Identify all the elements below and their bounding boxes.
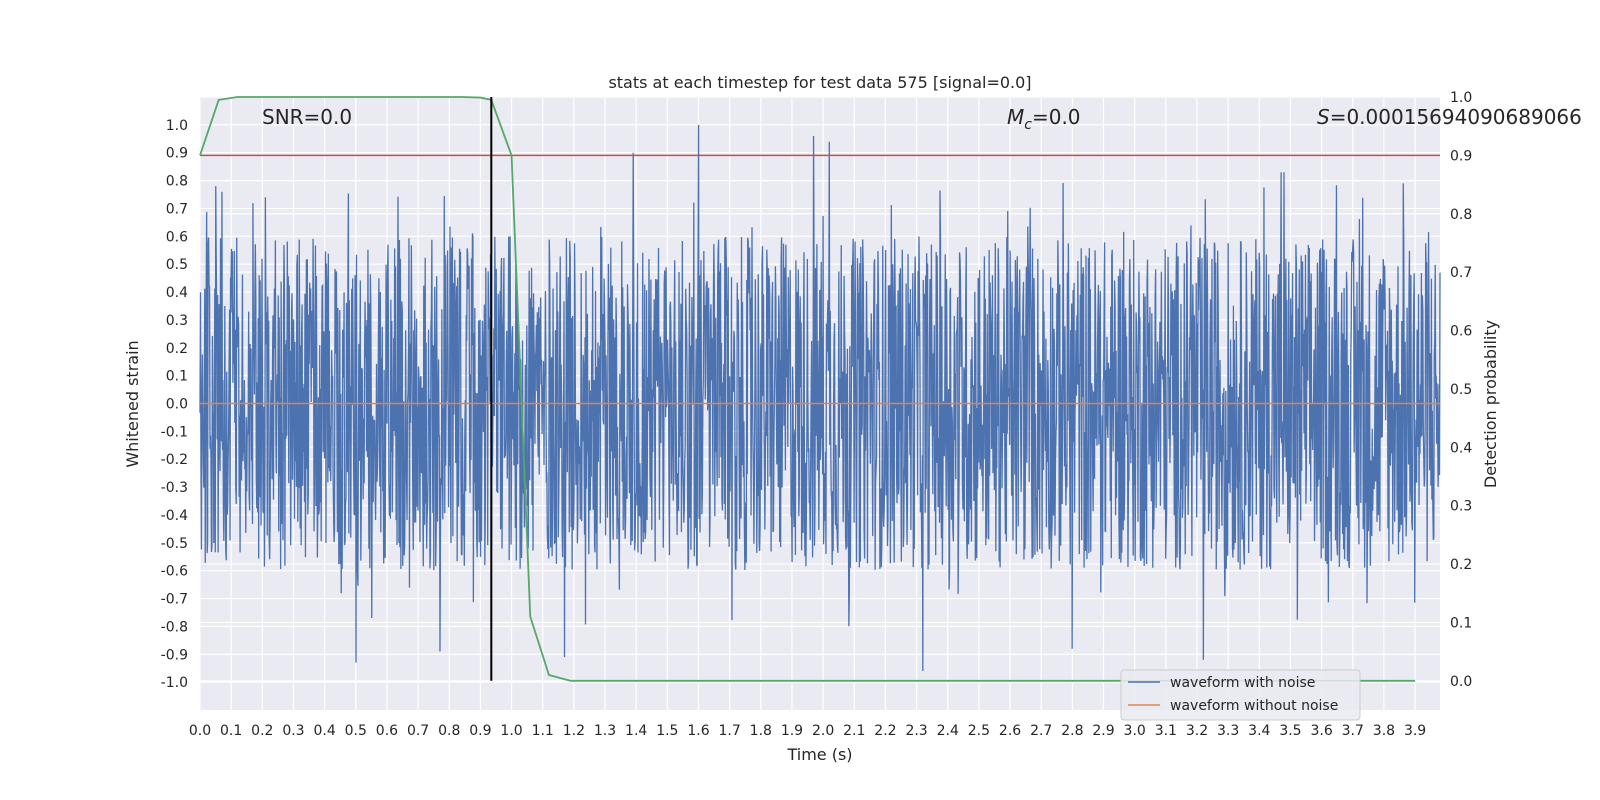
y-tick-label: -0.3	[161, 480, 188, 496]
y-tick-label: 1.0	[166, 118, 188, 134]
x-tick-label: 2.0	[812, 723, 834, 739]
y-axis-label: Whitened strain	[123, 340, 142, 467]
mc-symbol: M	[1007, 105, 1024, 129]
y-tick-label: 0.7	[166, 201, 188, 217]
x-tick-label: 2.3	[905, 723, 927, 739]
x-tick-label: 3.8	[1373, 723, 1395, 739]
y-right-tick-labels: 0.0 0.1 0.2 0.3 0.4 0.5 0.6 0.7 0.8 0.9 1.0	[1450, 90, 1472, 690]
x-tick-label: 2.5	[968, 723, 990, 739]
x-tick-label: 2.7	[1030, 723, 1052, 739]
x-tick-label: 2.1	[843, 723, 865, 739]
x-axis-label: Time (s)	[786, 745, 852, 764]
y-right-tick-label: 0.8	[1450, 207, 1472, 223]
s-value: =0.00015694090689066	[1330, 105, 1582, 129]
chart-title: stats at each timestep for test data 575…	[608, 73, 1031, 92]
y-right-tick-label: 0.2	[1450, 557, 1472, 573]
x-tick-label: 1.9	[781, 723, 803, 739]
x-tick-label: 1.4	[625, 723, 647, 739]
x-tick-label: 1.0	[500, 723, 522, 739]
snr-annotation: SNR=0.0	[262, 105, 352, 129]
x-tick-label: 1.6	[687, 723, 709, 739]
x-tick-labels: 0.0 0.1 0.2 0.3 0.4 0.5 0.6 0.7 0.8 0.9 1.0 1.1 1.2 1…	[189, 723, 1426, 739]
x-tick-label: 3.6	[1310, 723, 1332, 739]
y-right-tick-label: 0.9	[1450, 148, 1472, 164]
legend: waveform with noise waveform without noi…	[1120, 669, 1361, 721]
y-right-tick-label: 0.3	[1450, 499, 1472, 515]
x-tick-label: 2.6	[999, 723, 1021, 739]
detection-probability-line	[199, 96, 1416, 682]
noise-waveform-line	[199, 124, 1441, 671]
x-tick-label: 3.9	[1404, 723, 1426, 739]
y-right-tick-label: 0.4	[1450, 440, 1472, 456]
x-tick-label: 0.6	[376, 723, 398, 739]
y-tick-label: 0.1	[166, 369, 188, 385]
y-tick-label: -1.0	[161, 675, 188, 691]
y-tick-label: 0.9	[166, 146, 188, 162]
x-tick-label: 3.4	[1248, 723, 1270, 739]
y-tick-label: 0.8	[166, 174, 188, 190]
y-tick-labels: -1.0 -0.9 -0.8 -0.7 -0.6 -0.5 -0.4 -0.3 -0.2 -0.1…	[161, 118, 188, 691]
y-tick-label: -0.6	[161, 564, 188, 580]
y-right-tick-label: 0.6	[1450, 324, 1472, 340]
y-tick-label: -0.9	[161, 647, 188, 663]
x-tick-label: 3.1	[1155, 723, 1177, 739]
chart-marks	[199, 96, 1440, 682]
legend-label-clean: waveform without noise	[1170, 698, 1338, 714]
x-tick-label: 1.1	[532, 723, 554, 739]
legend-label-noise: waveform with noise	[1170, 675, 1315, 691]
x-tick-label: 2.9	[1092, 723, 1114, 739]
y-tick-label: -0.7	[161, 592, 188, 608]
x-tick-label: 3.2	[1186, 723, 1208, 739]
y-tick-label: 0.2	[166, 341, 188, 357]
x-tick-label: 2.8	[1061, 723, 1083, 739]
y-tick-label: 0.4	[166, 285, 188, 301]
y-tick-label: -0.2	[161, 452, 188, 468]
x-tick-label: 0.1	[220, 723, 242, 739]
x-tick-label: 2.4	[937, 723, 959, 739]
y-right-tick-label: 0.5	[1450, 382, 1472, 398]
x-tick-label: 0.3	[282, 723, 304, 739]
y-tick-label: 0.5	[166, 257, 188, 273]
y-right-tick-label: 1.0	[1450, 90, 1472, 106]
y-tick-label: -0.5	[161, 536, 188, 552]
x-tick-label: 0.9	[469, 723, 491, 739]
x-tick-label: 1.7	[719, 723, 741, 739]
y-right-tick-label: 0.0	[1450, 674, 1472, 690]
y-right-tick-label: 0.7	[1450, 265, 1472, 281]
x-tick-label: 1.8	[750, 723, 772, 739]
x-tick-label: 1.5	[656, 723, 678, 739]
y-right-tick-label: 0.1	[1450, 615, 1472, 631]
legend-box	[1120, 669, 1361, 721]
x-tick-label: 3.3	[1217, 723, 1239, 739]
y-right-axis-label: Detection probability	[1481, 320, 1500, 488]
x-tick-label: 0.8	[438, 723, 460, 739]
mc-annotation: Mc=0.0	[1007, 105, 1081, 133]
y-tick-label: 0.6	[166, 229, 188, 245]
s-symbol: S	[1317, 105, 1330, 129]
y-tick-label: 0.3	[166, 313, 188, 329]
x-tick-label: 0.0	[189, 723, 211, 739]
x-tick-label: 1.2	[563, 723, 585, 739]
mc-subscript: c	[1024, 117, 1032, 133]
s-annotation-clip: S=0.00015694090689066	[1317, 105, 1582, 129]
x-tick-label: 0.7	[407, 723, 429, 739]
x-tick-label: 3.0	[1124, 723, 1146, 739]
x-tick-label: 2.2	[874, 723, 896, 739]
noise-series	[199, 124, 1441, 671]
y-tick-label: 0.0	[166, 397, 188, 413]
x-tick-label: 0.2	[251, 723, 273, 739]
x-tick-label: 3.5	[1279, 723, 1301, 739]
x-tick-label: 3.7	[1342, 723, 1364, 739]
x-tick-label: 0.4	[313, 723, 335, 739]
y-tick-label: -0.8	[161, 619, 188, 635]
y-tick-label: -0.4	[161, 508, 188, 524]
mc-value: =0.0	[1032, 105, 1081, 129]
s-annotation: S=0.00015694090689066	[1317, 105, 1582, 129]
y-tick-label: -0.1	[161, 424, 188, 440]
x-tick-label: 0.5	[345, 723, 367, 739]
x-tick-label: 1.3	[594, 723, 616, 739]
